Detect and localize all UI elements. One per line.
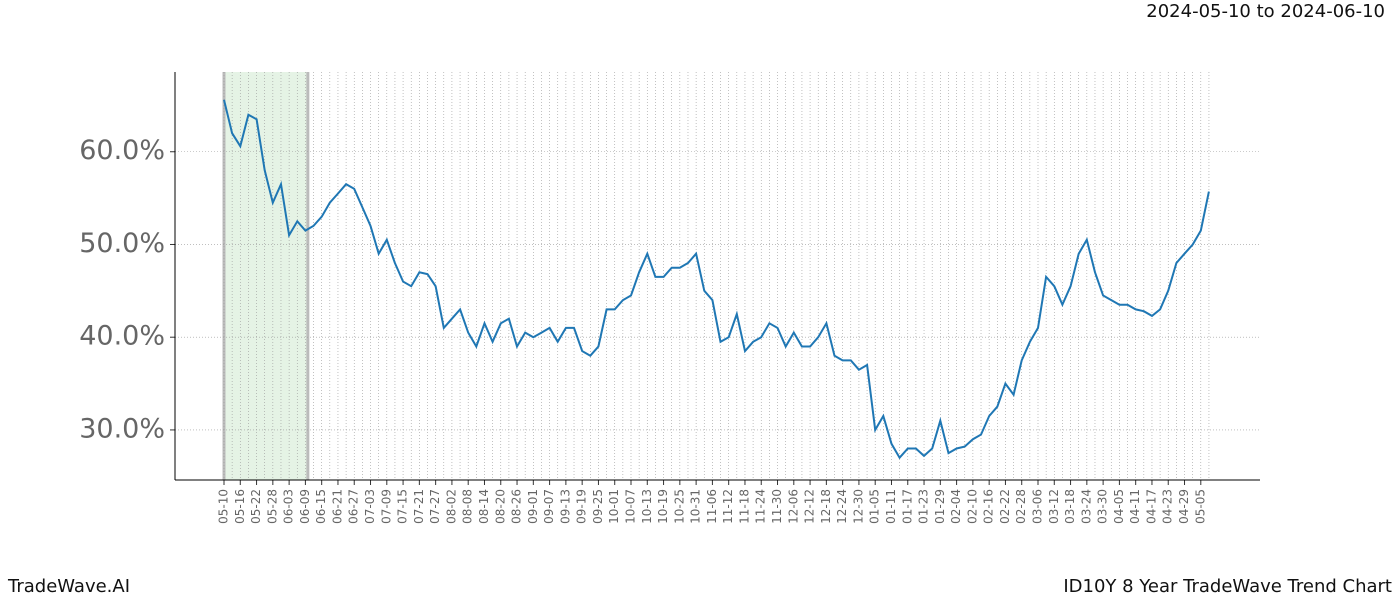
x-tick-label: 04-17 <box>1144 489 1158 524</box>
x-tick-label: 05-16 <box>233 489 247 524</box>
x-tick-label: 09-19 <box>575 489 589 524</box>
x-tick-label: 06-15 <box>314 489 328 524</box>
x-tick-label: 04-11 <box>1128 489 1142 524</box>
x-tick-label: 02-28 <box>1014 489 1028 524</box>
x-tick-label: 01-11 <box>884 489 898 524</box>
x-tick-label: 09-13 <box>558 489 572 524</box>
data-line <box>223 99 1210 460</box>
x-tick-label: 01-05 <box>868 489 882 524</box>
x-tick-label: 10-13 <box>640 489 654 524</box>
x-tick-label: 05-22 <box>249 489 263 524</box>
chart-subtitle: 2024-05-10 to 2024-06-10 <box>1146 1 1385 22</box>
x-tick-label: 12-30 <box>851 489 865 524</box>
footer-left: TradeWave.AI <box>7 576 130 597</box>
x-tick-label: 06-21 <box>330 489 344 524</box>
x-tick-label: 03-30 <box>1096 489 1110 524</box>
x-tick-label: 03-06 <box>1031 489 1045 524</box>
x-tick-label: 07-09 <box>379 489 393 524</box>
x-tick-label: 10-01 <box>607 489 621 524</box>
x-tick-label: 06-09 <box>298 489 312 524</box>
y-tick-label: 30.0% <box>79 413 165 444</box>
x-tick-label: 08-26 <box>510 489 524 524</box>
x-tick-label: 12-12 <box>803 489 817 524</box>
x-tick-label: 04-23 <box>1161 489 1175 524</box>
x-tick-label: 05-10 <box>217 489 231 524</box>
x-tick-label: 10-07 <box>624 489 638 524</box>
x-tick-label: 04-05 <box>1112 489 1126 524</box>
x-tick-label: 01-29 <box>933 489 947 524</box>
x-tick-label: 10-19 <box>656 489 670 524</box>
x-tick-label: 08-20 <box>493 489 507 524</box>
y-tick-label: 50.0% <box>79 228 165 259</box>
x-tick-label: 03-12 <box>1047 489 1061 524</box>
x-tick-label: 06-27 <box>347 489 361 524</box>
y-tick-label: 60.0% <box>79 135 165 166</box>
x-tick-label: 08-14 <box>477 489 491 524</box>
x-tick-label: 12-24 <box>835 489 849 524</box>
x-tick-label: 12-18 <box>819 489 833 524</box>
x-tick-label: 11-30 <box>770 489 784 524</box>
highlight-span <box>224 72 308 480</box>
x-tick-label: 09-07 <box>542 489 556 524</box>
x-tick-label: 08-08 <box>461 489 475 524</box>
x-tick-label: 10-25 <box>672 489 686 524</box>
x-tick-label: 05-28 <box>265 489 279 524</box>
x-tick-label: 02-10 <box>965 489 979 524</box>
x-tick-label: 01-23 <box>917 489 931 524</box>
x-tick-label: 03-18 <box>1063 489 1077 524</box>
x-tick-label: 02-22 <box>998 489 1012 524</box>
x-tick-label: 08-02 <box>444 489 458 524</box>
x-tick-label: 12-06 <box>786 489 800 524</box>
x-tick-label: 07-27 <box>428 489 442 524</box>
x-tick-label: 11-18 <box>737 489 751 524</box>
x-tick-label: 05-05 <box>1193 489 1207 524</box>
x-tick-label: 11-24 <box>754 489 768 524</box>
footer-right: ID10Y 8 Year TradeWave Trend Chart <box>1063 576 1392 597</box>
x-tick-label: 11-06 <box>705 489 719 524</box>
x-tick-label: 09-01 <box>526 489 540 524</box>
x-tick-label: 07-15 <box>396 489 410 524</box>
x-tick-label: 02-04 <box>949 489 963 524</box>
x-tick-label: 06-03 <box>282 489 296 524</box>
x-tick-label: 09-25 <box>591 489 605 524</box>
x-tick-label: 04-29 <box>1177 489 1191 524</box>
y-tick-label: 40.0% <box>79 321 165 352</box>
x-tick-label: 07-21 <box>412 489 426 524</box>
x-tick-label: 02-16 <box>982 489 996 524</box>
x-tick-label: 01-17 <box>900 489 914 524</box>
x-tick-label: 07-03 <box>363 489 377 524</box>
x-tick-label: 10-31 <box>689 489 703 524</box>
x-tick-label: 03-24 <box>1079 489 1093 524</box>
x-tick-label: 11-12 <box>721 489 735 524</box>
